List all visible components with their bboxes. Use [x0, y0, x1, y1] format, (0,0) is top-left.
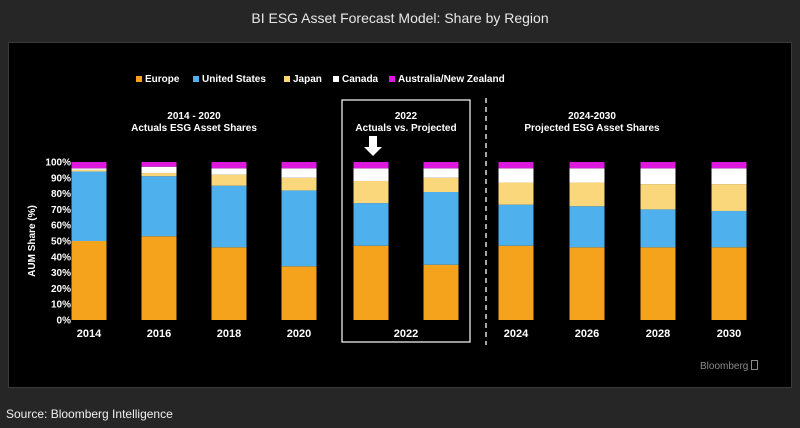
- left-heading: 2014 - 2020: [167, 111, 221, 122]
- bar-segment-2024-4: [498, 162, 534, 169]
- bar-segment-2014-2: [71, 169, 107, 172]
- bar-segment-2022-actuals-4: [353, 162, 389, 169]
- legend-swatch-3: [333, 76, 339, 82]
- bar-segment-2014-3: [71, 168, 107, 170]
- bar-segment-2020-1: [281, 190, 317, 267]
- source-note: Source: Bloomberg Intelligence: [6, 407, 173, 421]
- y-tick-label: 30%: [51, 268, 71, 279]
- bar-segment-2030-4: [711, 162, 747, 169]
- bar-segment-2026-0: [569, 247, 605, 320]
- y-tick-label: 100%: [45, 158, 71, 169]
- chart-title: BI ESG Asset Forecast Model: Share by Re…: [251, 10, 549, 26]
- bar-segment-2026-3: [569, 168, 605, 183]
- bar-segment-2028-0: [640, 247, 676, 320]
- bloomberg-mark-icon: [751, 360, 759, 370]
- legend-label-4: Australia/New Zealand: [398, 74, 505, 85]
- bar-segment-2018-1: [211, 185, 247, 248]
- legend-swatch-1: [193, 76, 199, 82]
- bar-segment-2018-2: [211, 174, 247, 186]
- bar-segment-2016-2: [141, 173, 177, 177]
- bar-segment-2014-0: [71, 241, 107, 320]
- bar-segment-2018-3: [211, 168, 247, 175]
- mid-heading: 2022: [395, 111, 418, 122]
- mid-subheading: Actuals vs. Projected: [355, 123, 456, 134]
- x-tick-label: 2028: [646, 328, 670, 340]
- y-axis-label: AUM Share (%): [27, 205, 38, 277]
- legend-swatch-2: [284, 76, 290, 82]
- bar-segment-2022-projected-2: [423, 177, 459, 193]
- bloomberg-logo: Bloomberg: [700, 360, 759, 372]
- y-tick-label: 20%: [51, 284, 71, 295]
- bar-segment-2018-4: [211, 162, 247, 169]
- bar-segment-2020-3: [281, 168, 317, 178]
- down-arrow-icon: [364, 136, 382, 156]
- x-tick-label: 2030: [717, 328, 741, 340]
- bar-segment-2024-1: [498, 204, 534, 246]
- legend-swatch-4: [389, 76, 395, 82]
- bar-segment-2020-0: [281, 266, 317, 320]
- bar-segment-2018-0: [211, 247, 247, 320]
- bar-segment-2028-3: [640, 168, 676, 185]
- bar-segment-2016-0: [141, 236, 177, 320]
- x-tick-label: 2024: [504, 328, 529, 340]
- bar-segment-2022-actuals-0: [353, 245, 389, 320]
- x-tick-label: 2022: [394, 328, 418, 340]
- x-tick-label: 2014: [77, 328, 102, 340]
- bar-segment-2028-1: [640, 209, 676, 248]
- right-heading: 2024-2030: [568, 111, 616, 122]
- legend-label-0: Europe: [145, 74, 180, 85]
- bar-segment-2028-2: [640, 184, 676, 210]
- bar-segment-2026-4: [569, 162, 605, 169]
- bar-segment-2030-3: [711, 168, 747, 185]
- left-subheading: Actuals ESG Asset Shares: [131, 123, 257, 134]
- legend-label-1: United States: [202, 74, 266, 85]
- bar-segment-2030-1: [711, 210, 747, 248]
- bar-segment-2014-4: [71, 162, 107, 169]
- right-subheading: Projected ESG Asset Shares: [524, 123, 660, 134]
- y-tick-label: 60%: [51, 221, 71, 232]
- bar-segment-2016-4: [141, 162, 177, 167]
- bar-segment-2022-actuals-3: [353, 168, 389, 181]
- bar-segment-2022-projected-0: [423, 264, 459, 320]
- brand-label: Bloomberg: [700, 361, 749, 372]
- y-tick-label: 70%: [51, 205, 71, 216]
- x-tick-label: 2018: [217, 328, 241, 340]
- stacked-bar-chart: Europe United States Japan Canada Australia/…: [27, 74, 747, 345]
- y-tick-label: 0%: [57, 316, 72, 327]
- bar-segment-2022-projected-3: [423, 168, 459, 178]
- bar-segment-2024-2: [498, 182, 534, 205]
- legend-label-2: Japan: [293, 74, 322, 85]
- bar-segment-2020-4: [281, 162, 317, 169]
- highlight-box-2022: [341, 99, 471, 343]
- bar-segment-2030-2: [711, 184, 747, 211]
- bar-segment-2014-1: [71, 171, 107, 241]
- y-tick-label: 50%: [51, 237, 71, 248]
- y-tick-label: 80%: [51, 189, 71, 200]
- bar-segment-2028-4: [640, 162, 676, 169]
- bar-segment-2022-projected-1: [423, 192, 459, 265]
- chart-panel: Europe United States Japan Canada Australia/…: [8, 42, 792, 388]
- bar-segment-2026-1: [569, 206, 605, 248]
- bar-segment-2016-3: [141, 166, 177, 174]
- bar-segment-2022-actuals-1: [353, 203, 389, 246]
- legend-swatch-0: [136, 76, 142, 82]
- bar-segment-2030-0: [711, 247, 747, 320]
- bar-segment-2024-0: [498, 245, 534, 320]
- legend-label-3: Canada: [342, 74, 379, 85]
- x-tick-label: 2016: [147, 328, 171, 340]
- bar-segment-2022-projected-4: [423, 162, 459, 169]
- y-tick-label: 40%: [51, 252, 71, 263]
- bar-segment-2026-2: [569, 182, 605, 207]
- bar-segment-2020-2: [281, 177, 317, 191]
- x-tick-label: 2026: [575, 328, 599, 340]
- bar-segment-2024-3: [498, 168, 534, 183]
- y-tick-label: 90%: [51, 173, 71, 184]
- bar-segment-2016-1: [141, 176, 177, 237]
- x-tick-label: 2020: [287, 328, 311, 340]
- y-tick-label: 10%: [51, 300, 71, 311]
- bar-segment-2022-actuals-2: [353, 180, 389, 204]
